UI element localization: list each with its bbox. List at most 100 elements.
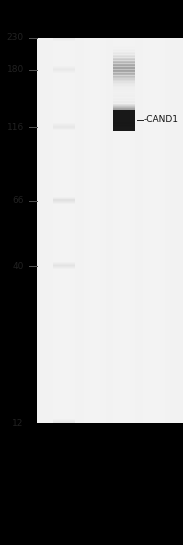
Bar: [113, 68, 135, 71]
Bar: [53, 125, 75, 126]
Bar: [113, 122, 135, 124]
Bar: [53, 425, 75, 426]
Text: 116: 116: [7, 123, 24, 132]
Bar: [113, 98, 135, 100]
Bar: [113, 71, 135, 74]
Bar: [113, 76, 135, 78]
Bar: [113, 70, 135, 72]
Bar: [113, 104, 135, 106]
Bar: [53, 128, 75, 129]
Bar: [53, 127, 75, 128]
Bar: [53, 198, 75, 199]
Bar: [53, 69, 75, 70]
Bar: [53, 265, 75, 267]
Text: 40: 40: [12, 262, 24, 270]
Bar: [113, 38, 135, 423]
Text: 180: 180: [7, 65, 24, 75]
Bar: [113, 87, 135, 90]
Bar: [53, 34, 75, 35]
Bar: [113, 90, 135, 93]
Text: 230: 230: [7, 33, 24, 43]
Bar: [113, 38, 135, 41]
Bar: [113, 119, 135, 122]
Text: 12: 12: [12, 419, 24, 427]
Bar: [53, 124, 75, 125]
Bar: [53, 35, 75, 36]
Bar: [113, 95, 135, 98]
Bar: [113, 78, 135, 81]
Bar: [113, 58, 135, 60]
Bar: [113, 54, 135, 57]
Bar: [113, 37, 135, 39]
Bar: [113, 66, 135, 69]
Bar: [53, 267, 75, 268]
Bar: [53, 36, 75, 37]
Bar: [113, 101, 135, 104]
Bar: [113, 60, 135, 63]
Bar: [53, 262, 75, 263]
Bar: [113, 49, 135, 51]
Bar: [113, 40, 135, 43]
Bar: [113, 111, 135, 114]
Bar: [53, 268, 75, 269]
Bar: [53, 38, 75, 423]
Bar: [113, 108, 135, 111]
Bar: [113, 83, 135, 86]
Bar: [53, 201, 75, 202]
Bar: [113, 105, 135, 108]
Bar: [37, 38, 183, 423]
Bar: [53, 72, 75, 73]
Bar: [53, 202, 75, 203]
Bar: [113, 53, 135, 56]
Bar: [113, 114, 135, 117]
Bar: [113, 52, 135, 54]
Bar: [113, 81, 135, 84]
Bar: [113, 77, 135, 80]
Bar: [53, 39, 75, 40]
Bar: [53, 421, 75, 422]
Bar: [113, 105, 135, 106]
Bar: [113, 120, 135, 123]
Bar: [113, 50, 135, 53]
Bar: [53, 422, 75, 423]
Bar: [53, 40, 75, 41]
Bar: [113, 107, 135, 110]
Bar: [53, 423, 75, 425]
Bar: [113, 65, 135, 68]
Bar: [113, 72, 135, 75]
Bar: [113, 47, 135, 50]
Bar: [113, 110, 135, 131]
Bar: [53, 420, 75, 421]
Bar: [53, 67, 75, 68]
Bar: [113, 116, 135, 118]
Bar: [53, 197, 75, 198]
Bar: [84, 38, 106, 423]
Bar: [53, 203, 75, 204]
Bar: [113, 117, 135, 120]
Bar: [113, 107, 135, 108]
Bar: [113, 93, 135, 96]
Bar: [113, 84, 135, 87]
Bar: [53, 66, 75, 67]
Bar: [143, 38, 165, 423]
Bar: [113, 46, 135, 49]
Bar: [113, 125, 135, 127]
Bar: [53, 70, 75, 71]
Text: -CAND1: -CAND1: [144, 115, 179, 124]
Bar: [113, 41, 135, 44]
Bar: [53, 123, 75, 124]
Bar: [113, 92, 135, 94]
Bar: [113, 89, 135, 92]
Bar: [113, 62, 135, 65]
Bar: [113, 56, 135, 59]
Bar: [113, 80, 135, 83]
Bar: [113, 86, 135, 89]
Bar: [113, 44, 135, 47]
Bar: [113, 110, 135, 112]
Bar: [53, 126, 75, 127]
Bar: [113, 108, 135, 109]
Bar: [53, 38, 75, 39]
Bar: [113, 123, 135, 126]
Bar: [53, 419, 75, 420]
Bar: [53, 129, 75, 130]
